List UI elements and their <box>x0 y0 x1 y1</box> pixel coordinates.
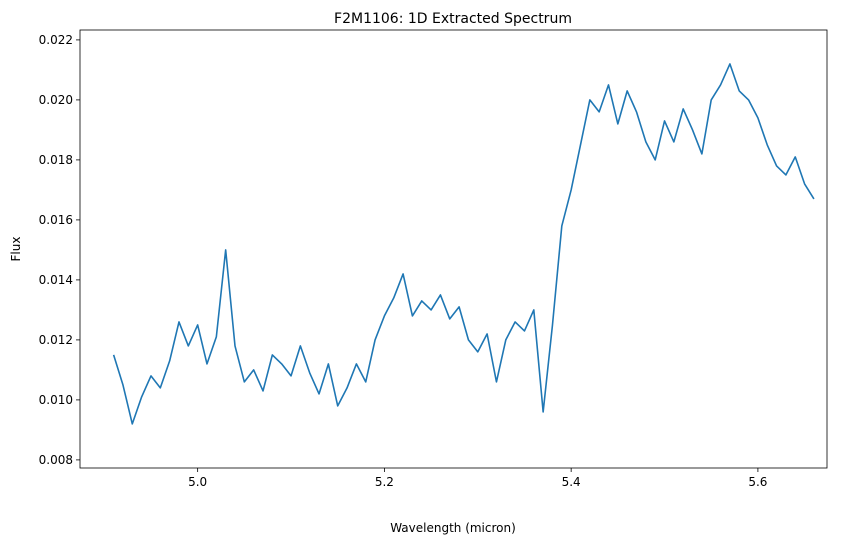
y-tick-label: 0.008 <box>39 453 73 467</box>
plot-frame <box>79 29 828 469</box>
y-tick-label: 0.020 <box>39 93 73 107</box>
x-tick-label: 5.2 <box>375 475 394 489</box>
y-tick-label: 0.016 <box>39 213 73 227</box>
y-tick-label: 0.010 <box>39 393 73 407</box>
y-tick-label: 0.012 <box>39 333 73 347</box>
x-tick-label: 5.4 <box>562 475 581 489</box>
x-axis-label: Wavelength (micron) <box>390 521 516 535</box>
y-axis-label: Flux <box>9 237 23 262</box>
x-tick-label: 5.0 <box>188 475 207 489</box>
y-tick-label: 0.022 <box>39 33 73 47</box>
chart-title: F2M1106: 1D Extracted Spectrum <box>334 11 572 27</box>
y-tick-label: 0.018 <box>39 153 73 167</box>
spectrum-line <box>112 63 815 425</box>
x-tick-label: 5.6 <box>748 475 767 489</box>
y-tick-label: 0.014 <box>39 273 73 287</box>
